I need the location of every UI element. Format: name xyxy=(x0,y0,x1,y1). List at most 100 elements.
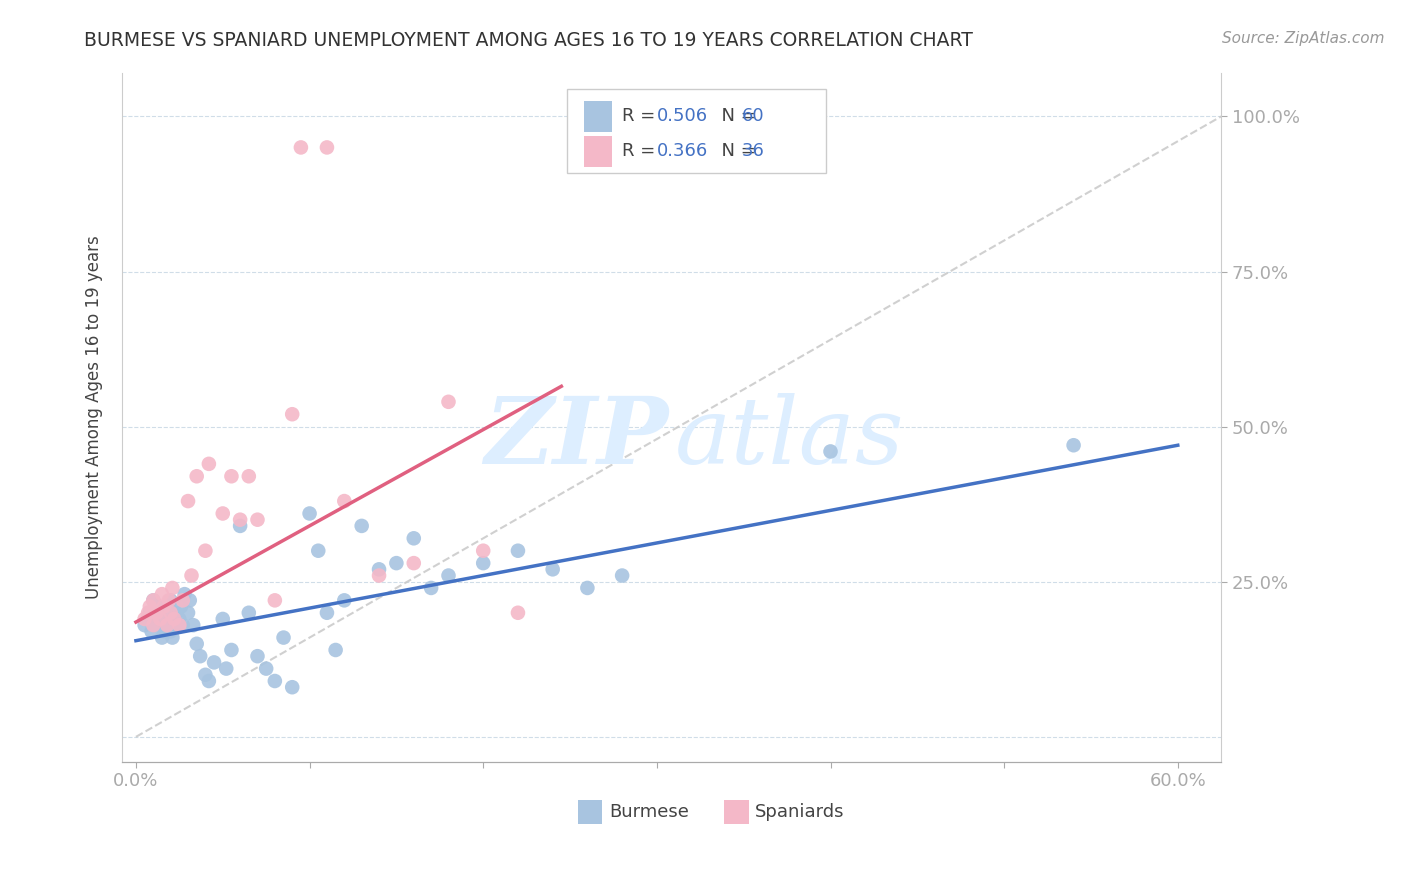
Point xyxy=(134,612,156,626)
Text: N =: N = xyxy=(710,107,762,126)
Point xyxy=(263,593,285,607)
Point xyxy=(437,568,460,582)
Point xyxy=(163,618,186,632)
Point xyxy=(188,649,211,664)
Point xyxy=(610,568,633,582)
Text: Spaniards: Spaniards xyxy=(755,803,845,821)
Point xyxy=(254,662,277,676)
Point xyxy=(402,556,425,570)
Point xyxy=(437,394,460,409)
Point xyxy=(150,587,173,601)
Point xyxy=(156,612,179,626)
Point xyxy=(368,562,391,576)
Point xyxy=(202,656,225,670)
Point xyxy=(506,606,529,620)
Point xyxy=(157,593,180,607)
Point xyxy=(162,581,184,595)
FancyBboxPatch shape xyxy=(724,800,748,823)
Point xyxy=(246,649,269,664)
Point xyxy=(173,587,195,601)
Point xyxy=(1063,438,1085,452)
Point xyxy=(238,469,260,483)
Point xyxy=(152,599,174,614)
Point xyxy=(246,513,269,527)
FancyBboxPatch shape xyxy=(567,89,825,173)
Point xyxy=(142,593,165,607)
Point xyxy=(169,612,191,626)
Point xyxy=(159,606,181,620)
Point xyxy=(198,673,221,688)
Point xyxy=(139,599,162,614)
Point xyxy=(221,643,243,657)
Y-axis label: Unemployment Among Ages 16 to 19 years: Unemployment Among Ages 16 to 19 years xyxy=(86,235,103,599)
Point xyxy=(142,618,165,632)
Point xyxy=(152,606,174,620)
Point xyxy=(211,612,233,626)
Point xyxy=(139,606,162,620)
Point xyxy=(142,606,165,620)
Point xyxy=(333,593,356,607)
Point xyxy=(142,593,165,607)
Point xyxy=(179,593,201,607)
Point xyxy=(136,612,159,626)
Point xyxy=(157,599,180,614)
Point xyxy=(333,494,356,508)
Point xyxy=(177,606,200,620)
Point xyxy=(385,556,408,570)
Point xyxy=(159,593,181,607)
Point xyxy=(186,637,208,651)
Point xyxy=(281,407,304,421)
Point xyxy=(134,618,156,632)
Point xyxy=(238,606,260,620)
Point xyxy=(155,624,177,639)
Point xyxy=(163,612,186,626)
Text: 60: 60 xyxy=(742,107,765,126)
Point xyxy=(165,606,187,620)
Point xyxy=(149,612,172,626)
Point xyxy=(402,531,425,545)
Point xyxy=(150,618,173,632)
Point xyxy=(169,618,191,632)
FancyBboxPatch shape xyxy=(578,800,602,823)
Text: Source: ZipAtlas.com: Source: ZipAtlas.com xyxy=(1222,31,1385,46)
Point xyxy=(576,581,599,595)
Point xyxy=(142,618,165,632)
Text: R =: R = xyxy=(623,107,661,126)
Point xyxy=(146,612,169,626)
Point xyxy=(420,581,443,595)
Point xyxy=(506,543,529,558)
Point xyxy=(221,469,243,483)
Text: ZIP: ZIP xyxy=(484,393,668,483)
Point xyxy=(229,519,252,533)
Point xyxy=(156,618,179,632)
Point xyxy=(368,568,391,582)
Text: 0.366: 0.366 xyxy=(658,143,709,161)
Text: R =: R = xyxy=(623,143,661,161)
Point xyxy=(281,680,304,694)
Point xyxy=(316,140,339,154)
Point xyxy=(472,543,495,558)
Point xyxy=(136,606,159,620)
Point xyxy=(298,507,321,521)
Point xyxy=(177,494,200,508)
Point xyxy=(172,618,194,632)
Point xyxy=(307,543,329,558)
Point xyxy=(820,444,842,458)
Text: BURMESE VS SPANIARD UNEMPLOYMENT AMONG AGES 16 TO 19 YEARS CORRELATION CHART: BURMESE VS SPANIARD UNEMPLOYMENT AMONG A… xyxy=(84,31,973,50)
Point xyxy=(170,599,193,614)
Point xyxy=(159,624,181,639)
Point xyxy=(541,562,564,576)
Point xyxy=(180,568,202,582)
Point xyxy=(316,606,339,620)
Text: 36: 36 xyxy=(742,143,765,161)
Point xyxy=(141,624,163,639)
Text: Burmese: Burmese xyxy=(609,803,689,821)
Point xyxy=(181,618,204,632)
Point xyxy=(290,140,312,154)
Point xyxy=(273,631,295,645)
Point xyxy=(211,507,233,521)
Point xyxy=(198,457,221,471)
Text: 0.506: 0.506 xyxy=(658,107,709,126)
Text: N =: N = xyxy=(710,143,762,161)
Point xyxy=(148,599,170,614)
